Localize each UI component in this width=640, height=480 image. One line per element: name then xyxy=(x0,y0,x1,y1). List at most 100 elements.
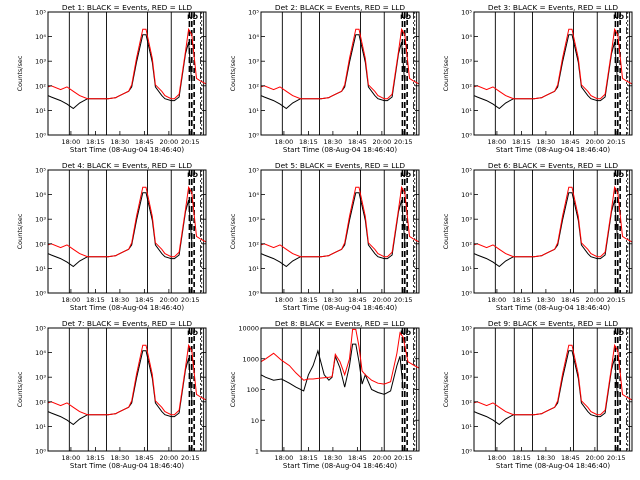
x-axis-label: Start Time (08-Aug-04 18:46:40) xyxy=(496,146,610,154)
plot-frame xyxy=(47,11,207,136)
x-axis-label: Start Time (08-Aug-04 18:46:40) xyxy=(283,146,397,154)
y-tick-label: 10¹ xyxy=(35,265,46,273)
x-axis-label: Start Time (08-Aug-04 18:46:40) xyxy=(70,304,184,312)
y-tick-label: 10⁵ xyxy=(35,325,46,333)
y-tick-label: 10⁰ xyxy=(35,448,46,456)
y-tick-label: 10³ xyxy=(35,216,46,224)
time-markers xyxy=(494,328,631,451)
x-tick-label: 18:15 xyxy=(86,296,105,304)
y-axis: 10⁰ 10¹ 10² 10³ 10⁴ 10⁵ xyxy=(461,9,632,140)
y-tick-label: 10¹ xyxy=(35,423,46,431)
x-tick-label: 20:00 xyxy=(160,138,179,146)
nd-annotation: ND xyxy=(400,13,411,21)
x-tick-label: 18:30 xyxy=(537,138,556,146)
series-lld-line xyxy=(47,185,207,258)
x-axis: 18:00 18:15 18:30 18:45 20:00 20:15 xyxy=(275,447,413,462)
series-lld-line xyxy=(260,328,420,385)
x-tick-label: 20:15 xyxy=(181,296,200,304)
time-markers xyxy=(68,12,205,135)
x-axis-label: Start Time (08-Aug-04 18:46:40) xyxy=(283,462,397,470)
y-tick-label: 10⁰ xyxy=(461,132,472,140)
y-axis-label: Counts/sec xyxy=(16,371,24,407)
y-tick-label: 10³ xyxy=(35,58,46,66)
x-axis: 18:00 18:15 18:30 18:45 20:00 20:15 xyxy=(275,131,413,146)
series-lld-line xyxy=(47,27,207,100)
series-events-line xyxy=(260,343,404,395)
y-tick-label: 10⁴ xyxy=(461,191,472,199)
y-tick-label: 10⁴ xyxy=(35,33,46,41)
x-tick-label: 18:45 xyxy=(135,296,154,304)
y-tick-label: 10² xyxy=(461,398,472,406)
x-tick-label: 20:15 xyxy=(607,296,626,304)
x-tick-label: 18:15 xyxy=(299,138,318,146)
y-axis: 1 10 100 1000 10000 xyxy=(238,325,419,456)
y-tick-label: 10² xyxy=(35,82,46,90)
y-tick-label: 10⁵ xyxy=(461,9,472,17)
time-markers xyxy=(68,328,205,451)
x-tick-label: 18:00 xyxy=(275,454,294,462)
series-events-line xyxy=(260,192,406,268)
nd-annotation: ND xyxy=(400,329,411,337)
series-events-line xyxy=(47,192,193,268)
x-axis-label: Start Time (08-Aug-04 18:46:40) xyxy=(70,146,184,154)
y-tick-label: 10⁵ xyxy=(248,9,259,17)
y-tick-label: 10³ xyxy=(35,374,46,382)
time-markers xyxy=(68,170,205,293)
x-tick-label: 18:30 xyxy=(324,138,343,146)
y-tick-label: 10¹ xyxy=(35,107,46,115)
x-axis: 18:00 18:15 18:30 18:45 20:00 20:15 xyxy=(488,447,626,462)
y-axis: 10⁰ 10¹ 10² 10³ 10⁴ 10⁵ xyxy=(248,167,419,298)
nd-annotation: ND xyxy=(613,13,624,21)
y-tick-label: 10² xyxy=(35,240,46,248)
y-axis: 10⁰ 10¹ 10² 10³ 10⁴ 10⁵ xyxy=(35,9,206,140)
panel-title: Det 6: BLACK = Events, RED = LLD xyxy=(488,161,619,170)
panel-title: Det 1: BLACK = Events, RED = LLD xyxy=(62,3,193,12)
x-tick-label: 18:00 xyxy=(488,454,507,462)
x-tick-label: 18:00 xyxy=(62,138,81,146)
panel-title: Det 8: BLACK = Events, RED = LLD xyxy=(275,319,406,328)
y-tick-label: 10³ xyxy=(248,216,259,224)
series-lld-line xyxy=(473,343,633,416)
y-tick-label: 10⁴ xyxy=(248,33,259,41)
series-lld-line xyxy=(260,27,420,100)
x-tick-label: 18:00 xyxy=(488,138,507,146)
x-tick-label: 18:15 xyxy=(299,454,318,462)
x-tick-label: 20:15 xyxy=(394,138,413,146)
y-tick-label: 10² xyxy=(35,398,46,406)
series-events-line xyxy=(473,350,619,426)
y-tick-label: 10¹ xyxy=(461,107,472,115)
series-events-line xyxy=(473,192,619,268)
y-tick-label: 10⁰ xyxy=(248,132,259,140)
y-tick-label: 10⁴ xyxy=(248,191,259,199)
time-markers xyxy=(494,170,631,293)
y-tick-label: 10000 xyxy=(238,325,259,333)
y-tick-label: 10⁵ xyxy=(35,9,46,17)
x-axis: 18:00 18:15 18:30 18:45 20:00 20:15 xyxy=(488,131,626,146)
y-tick-label: 10³ xyxy=(461,374,472,382)
x-tick-label: 18:30 xyxy=(537,296,556,304)
x-tick-label: 20:15 xyxy=(394,296,413,304)
y-axis-label: Counts/sec xyxy=(229,213,237,249)
plot-frame xyxy=(473,11,633,136)
plot-frame xyxy=(260,327,420,452)
x-tick-label: 18:30 xyxy=(537,454,556,462)
x-tick-label: 18:30 xyxy=(111,454,130,462)
y-axis-label: Counts/sec xyxy=(442,213,450,249)
x-tick-label: 18:15 xyxy=(86,454,105,462)
x-axis: 18:00 18:15 18:30 18:45 20:00 20:15 xyxy=(62,447,200,462)
y-tick-label: 10² xyxy=(461,82,472,90)
panel-title: Det 4: BLACK = Events, RED = LLD xyxy=(62,161,193,170)
time-markers xyxy=(281,12,418,135)
plot-frame xyxy=(473,169,633,294)
time-markers xyxy=(281,170,418,293)
y-tick-label: 10⁰ xyxy=(248,290,259,298)
x-tick-label: 18:15 xyxy=(512,296,531,304)
x-tick-label: 18:00 xyxy=(488,296,507,304)
x-tick-label: 20:15 xyxy=(607,138,626,146)
